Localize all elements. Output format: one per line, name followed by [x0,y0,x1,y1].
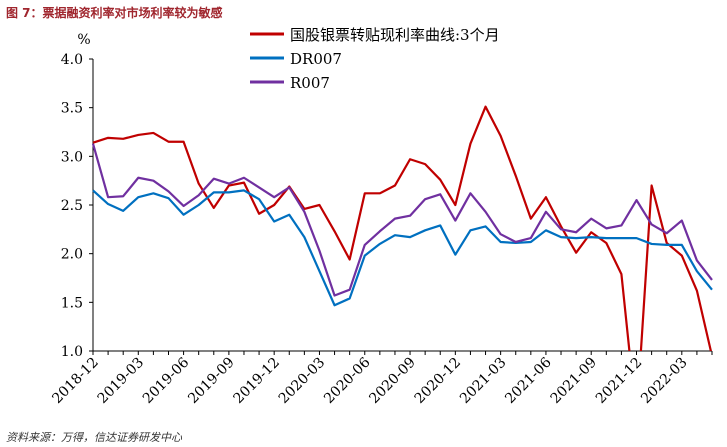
y-tick-label: 2.5 [61,198,83,214]
x-tick-label: 2018-12 [49,355,101,407]
x-tick-label: 2020-12 [412,355,464,407]
y-tick-label: 4.0 [61,52,83,68]
x-tick-label: 2019-06 [140,354,193,407]
y-tick-label: 1.0 [61,344,83,360]
y-tick-label: 1.5 [61,295,83,311]
x-tick-label: 2019-03 [95,355,147,407]
legend-label-2: DR007 [290,50,342,68]
y-tick-label: 3.5 [61,101,83,117]
x-tick-label: 2021-09 [548,355,600,407]
legend-label-3: R007 [290,74,330,92]
x-tick-label: 2020-06 [321,354,374,407]
y-tick-label: 2.0 [61,247,83,263]
series-lines [91,105,713,351]
x-tick-label: 2021-03 [457,355,509,407]
y-axis: 1.0 1.5 2.0 2.5 3.0 3.5 4.0 [61,52,94,360]
x-tick-label: 2020-03 [276,355,328,407]
x-tick-label: 2019-09 [185,355,237,407]
series-line-2 [92,189,713,307]
x-tick-label: 2019-12 [231,355,283,407]
legend-label-1: 国股银票转贴现利率曲线:3个月 [290,26,500,44]
y-tick-label: 3.0 [61,149,83,165]
y-axis-label: % [77,32,90,48]
x-tick-label: 2021-12 [593,355,645,407]
x-tick-label: 2020-09 [366,355,418,407]
series-line-3 [91,143,713,297]
x-tick-label: 2022-03 [638,355,690,407]
series-line-1 [92,105,713,351]
source-note: 资料来源：万得，信达证券研发中心 [6,431,182,444]
figure-title: 图 7：票据融资利率对市场利率较为敏感 [6,6,223,20]
x-axis: 2018-122019-032019-062019-092019-122020-… [49,350,713,407]
x-tick-label: 2021-06 [502,354,555,407]
legend: 国股银票转贴现利率曲线:3个月 DR007 R007 [250,26,500,92]
